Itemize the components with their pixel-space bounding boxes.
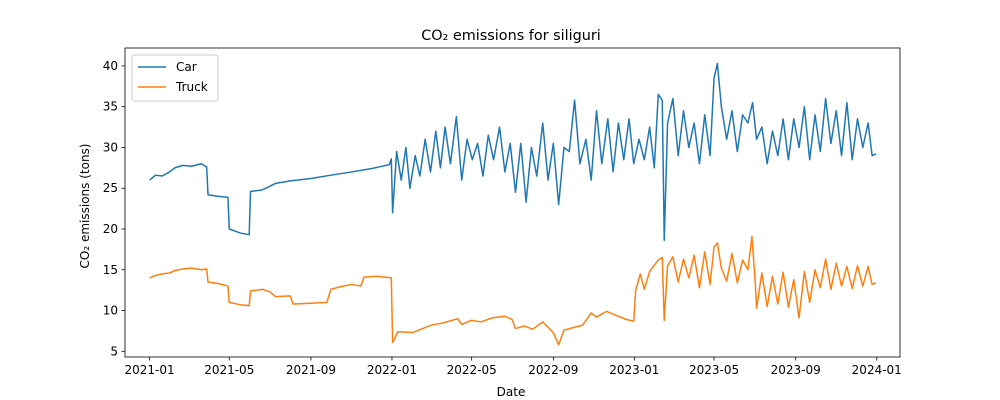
x-tick-label: 2023-05 bbox=[689, 363, 739, 377]
x-tick-label: 2022-01 bbox=[367, 363, 417, 377]
y-tick-label: 25 bbox=[103, 181, 118, 195]
chart-title: CO₂ emissions for siliguri bbox=[421, 28, 601, 44]
x-tick-label: 2022-05 bbox=[447, 363, 497, 377]
y-tick-label: 10 bbox=[103, 304, 118, 318]
legend-box bbox=[131, 54, 219, 102]
x-tick-label: 2021-01 bbox=[125, 363, 175, 377]
axes-frame bbox=[124, 47, 901, 358]
y-tick-label: 40 bbox=[103, 59, 118, 73]
series-line-car bbox=[149, 62, 877, 242]
y-tick-label: 20 bbox=[103, 222, 118, 236]
x-tick-label: 2021-09 bbox=[286, 363, 336, 377]
y-tick-label: 30 bbox=[103, 140, 118, 154]
legend-label-car: Car bbox=[176, 60, 197, 74]
x-tick-label: 2023-01 bbox=[609, 363, 659, 377]
legend-label-truck: Truck bbox=[175, 80, 208, 94]
y-tick-label: 5 bbox=[110, 344, 118, 358]
plot-area: 2021-01 2021-05 2021-09 2022-01 2022-05 2022-… bbox=[103, 47, 902, 377]
x-tick-label: 2021-05 bbox=[204, 363, 254, 377]
y-tick-label: 35 bbox=[103, 100, 118, 114]
y-tick-label: 15 bbox=[103, 263, 118, 277]
x-axis-label: Date bbox=[497, 385, 526, 399]
y-axis-label: CO₂ emissions (tons) bbox=[78, 144, 92, 269]
legend: Car Truck bbox=[131, 54, 219, 102]
x-tick-label: 2022-09 bbox=[528, 363, 578, 377]
x-tick-label: 2023-09 bbox=[771, 363, 821, 377]
x-tick-label: 2024-01 bbox=[852, 363, 902, 377]
series-line-truck bbox=[149, 235, 877, 346]
